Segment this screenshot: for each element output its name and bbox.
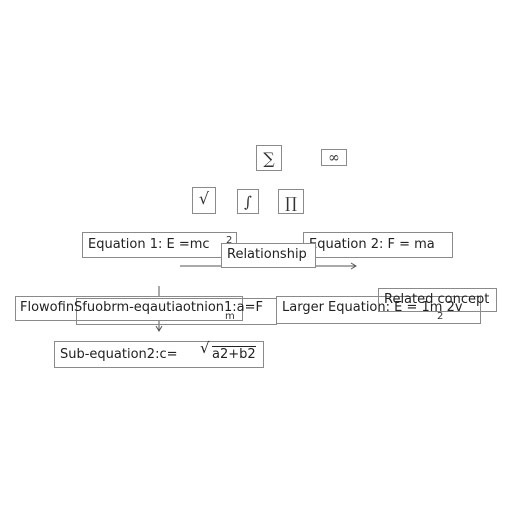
- flow-subscript: m: [225, 311, 235, 322]
- radical-sign: √: [200, 339, 210, 357]
- flow-label: FlowofinSfuobrm-eqautiaotnion1:a=F: [20, 300, 264, 315]
- flow-outer-box[interactable]: [15, 296, 243, 321]
- equation1-label: Equation 1: E =mc: [88, 237, 210, 252]
- sub-equation2-box[interactable]: [54, 341, 264, 368]
- flow-arrowhead: [155, 325, 163, 332]
- equation1-exponent: 2: [226, 235, 233, 246]
- infinity-icon: ∞: [321, 149, 347, 166]
- equation2-label: Equation 2: F = ma: [309, 237, 435, 252]
- sqrt-icon: √: [192, 187, 216, 214]
- radicand: a2+b2: [212, 346, 256, 362]
- larger-equation-subscript: 2: [437, 311, 444, 322]
- relationship-box[interactable]: [221, 243, 316, 268]
- product-icon: ∏: [278, 189, 304, 214]
- sub-equation2-label: Sub-equation2:c=: [60, 347, 178, 362]
- related-concept-box[interactable]: [378, 288, 497, 312]
- relationship-arrowhead: [350, 262, 357, 270]
- equation1-box[interactable]: [82, 232, 237, 258]
- sum-icon: ∑: [256, 145, 282, 171]
- equation2-box[interactable]: [303, 232, 453, 258]
- relationship-label: Relationship: [227, 247, 307, 262]
- related-concept-label: Related concept: [384, 292, 490, 307]
- integral-icon: ∫: [237, 189, 259, 214]
